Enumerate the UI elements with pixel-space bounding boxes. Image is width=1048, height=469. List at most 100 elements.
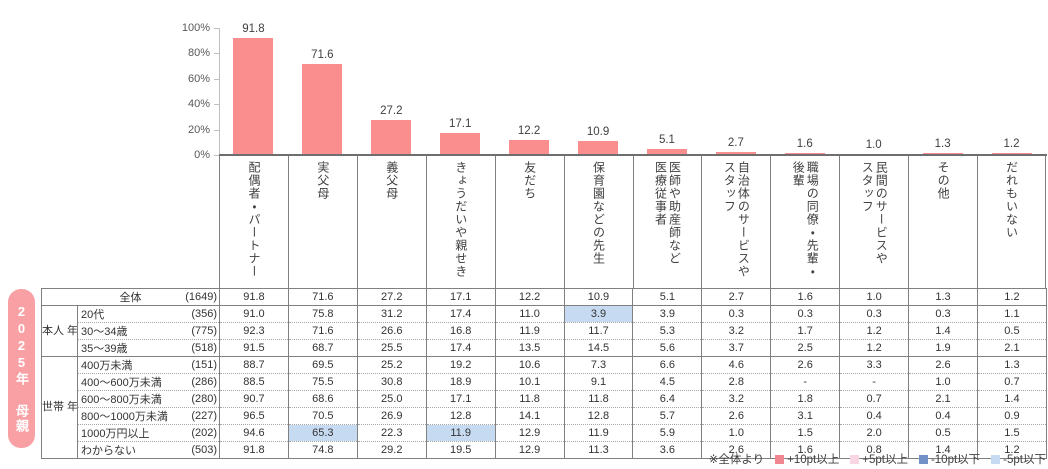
bar-value-label: 91.8 (242, 23, 265, 36)
value-cell: 4.5 (632, 373, 703, 391)
value-cell: 88.5 (219, 373, 289, 391)
table-row: わからない (503) 91.8 74.8 29.2 19.5 12.9 11.3 3.6 2.6… (42, 441, 1047, 459)
value-cell: 3.2 (701, 390, 772, 408)
legend-item: -10pt以下 (918, 451, 981, 467)
row-label: 30〜34歳 (81, 326, 128, 338)
category-cell: 実父母 (287, 156, 357, 288)
value-cell: 2.6 (701, 441, 772, 459)
legend-item-label: +5pt以上 (862, 454, 908, 466)
table-row: 世帯 年収400万未満(151)88.769.525.219.210.67.36… (41, 356, 1047, 459)
row-label: 35〜39歳 (81, 343, 128, 355)
y-tick-label: 80% (187, 47, 210, 60)
value-cell: 1.0 (908, 373, 978, 391)
value-cell: 25.0 (356, 390, 427, 408)
category-label: 配偶者・パートナー (246, 161, 261, 278)
row-label-wrap: 20代 (356) (79, 307, 219, 323)
value-cell: 19.2 (425, 356, 496, 374)
value-cell: 29.2 (356, 441, 427, 459)
y-tick-mark (214, 129, 219, 131)
y-tick-label: 100% (181, 22, 210, 34)
row-label-cell: 400〜600万未満 (286) (77, 373, 220, 391)
value-cell: 3.9 (563, 305, 634, 323)
legend-note: ※全体より (708, 454, 765, 466)
y-tick-mark (214, 104, 219, 106)
value-cell: 2.8 (701, 373, 772, 391)
value-cell: 75.5 (287, 373, 358, 391)
value-cell: 25.2 (356, 356, 427, 374)
table-row: 600〜800万未満 (280) 90.7 68.6 25.0 17.1 11.8 11.8 6… (42, 390, 1047, 408)
value-cell: 2.0 (839, 424, 910, 442)
bar-value-label: 10.9 (586, 126, 610, 139)
bar-value-label: 1.0 (865, 138, 882, 151)
value-cell: 1.1 (976, 305, 1047, 323)
value-cell: 2.6 (770, 356, 841, 374)
value-cell: 91.0 (219, 305, 289, 323)
value-cell: 71.6 (287, 322, 358, 340)
value-cell: 65.3 (287, 424, 358, 442)
value-cell: 1.5 (976, 424, 1047, 442)
row-count: (151) (191, 359, 217, 371)
value-cell: 14.1 (494, 407, 565, 425)
value-cell: 7.3 (563, 356, 634, 374)
value-cell: 68.7 (287, 339, 358, 357)
y-tick-label: 0% (194, 149, 210, 161)
legend-item: -5pt以下 (991, 451, 1046, 467)
table-row: 30〜34歳 (775) 92.3 71.6 26.6 16.8 11.9 11.7 5.3 3.… (42, 322, 1047, 340)
row-label-wrap: 800〜1000万未満 (227) (79, 409, 219, 425)
value-cell: 0.3 (701, 305, 772, 323)
value-cell: 5.3 (632, 322, 703, 340)
category-label: 民間のサービスや スタッフ (860, 161, 889, 265)
table-row: 400〜600万未満 (286) 88.5 75.5 30.8 18.9 10.1 9.1 4.… (42, 373, 1047, 391)
category-cell: 民間のサービスや スタッフ (839, 156, 908, 288)
value-cell: 3.7 (701, 339, 772, 357)
value-cell: 1.9 (908, 339, 978, 357)
row-count: (356) (191, 308, 217, 320)
value-cell: 2.1 (976, 339, 1047, 357)
value-cell: 17.4 (425, 339, 496, 357)
value-cell: 1.3 (976, 356, 1047, 374)
value-cell: 18.9 (425, 373, 496, 391)
category-cell: だれもいない (977, 156, 1046, 288)
value-cell: 0.5 (908, 424, 978, 442)
value-cell: 1.0 (701, 424, 772, 442)
value-cell: 11.3 (563, 441, 634, 459)
value-cell: - (770, 373, 841, 391)
value-cell: 0.9 (976, 407, 1047, 425)
value-cell: 11.0 (494, 305, 565, 323)
row-label-cell: わからない (503) (77, 441, 220, 459)
row-label-wrap: 30〜34歳 (775) (79, 324, 219, 340)
bar (509, 139, 550, 155)
row-count: (1649) (185, 291, 217, 303)
y-tick-mark (214, 78, 219, 80)
value-cell: - (839, 373, 910, 391)
value-cell: 74.8 (287, 441, 358, 459)
row-label-cell: 600〜800万未満 (280) (77, 390, 220, 408)
value-cell: 30.8 (356, 373, 427, 391)
row-label: 600〜800万未満 (81, 394, 162, 406)
value-cell: 10.1 (494, 373, 565, 391)
value-cell: 75.8 (287, 305, 358, 323)
value-cell: 4.6 (701, 356, 772, 374)
value-cell: 12.8 (563, 407, 634, 425)
y-tick-mark (214, 155, 219, 156)
value-cell: 91.5 (219, 339, 289, 357)
row-count: (227) (191, 410, 217, 422)
row-label-cell: 1000万円以上 (202) (77, 424, 220, 442)
row-label-cell: 20代 (356) (77, 305, 220, 323)
value-cell: 2.1 (908, 390, 978, 408)
value-cell: 11.8 (494, 390, 565, 408)
row-count: (518) (191, 342, 217, 354)
y-tick-mark (214, 53, 219, 55)
row-label-cell: 30〜34歳 (775) (77, 322, 220, 340)
value-cell: 5.1 (632, 288, 703, 306)
value-cell: 3.2 (701, 322, 772, 340)
value-cell: 1.4 (976, 390, 1047, 408)
value-cell: 26.6 (356, 322, 427, 340)
category-label: 職場の同僚・先輩・ 後輩 (791, 161, 820, 278)
value-cell: 11.9 (563, 424, 634, 442)
value-cell: 0.3 (839, 305, 910, 323)
legend-item-label: -10pt以下 (930, 454, 981, 466)
table-row: 本人 年齢20代(356)91.075.831.217.411.03.93.90… (41, 305, 1047, 357)
row-count: (286) (191, 376, 217, 388)
value-cell: 1.4 (908, 322, 978, 340)
